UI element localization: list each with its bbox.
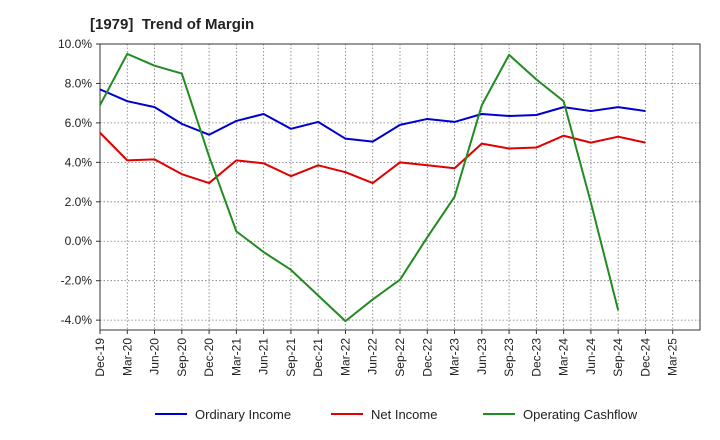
legend-label-net-income: Net Income [371, 407, 437, 422]
x-tick-label: Dec-24 [638, 338, 652, 377]
x-tick-label: Dec-21 [311, 338, 325, 377]
y-tick-label: 8.0% [65, 76, 93, 90]
legend: Ordinary Income Net Income Operating Cashf… [155, 407, 638, 422]
x-tick-label: Jun-23 [475, 338, 489, 375]
x-tick-label: Sep-24 [611, 338, 625, 377]
x-tick-label: Sep-22 [393, 338, 407, 377]
x-tick-label: Mar-24 [557, 338, 571, 376]
y-tick-label: 0.0% [65, 234, 93, 248]
x-axis-ticks: Dec-19 Mar-20 Jun-20 Sep-20 Dec-20 Mar-21 Jun-… [93, 330, 680, 377]
x-tick-label: Mar-25 [666, 338, 680, 376]
x-tick-label: Jun-20 [148, 338, 162, 375]
x-tick-label: Sep-21 [284, 338, 298, 377]
x-tick-label: Dec-23 [529, 338, 543, 377]
x-tick-label: Dec-22 [420, 338, 434, 377]
grid-lines [100, 43, 700, 330]
x-tick-label: Mar-20 [120, 338, 134, 376]
y-tick-label: 6.0% [65, 116, 93, 130]
series-line-operating-cashflow [99, 52, 620, 323]
x-tick-label: Jun-22 [366, 338, 380, 375]
chart-title: [1979] Trend of Margin [90, 16, 255, 33]
x-tick-label: Dec-20 [202, 338, 216, 377]
x-tick-label: Sep-23 [502, 338, 516, 377]
y-tick-label: -2.0% [61, 274, 93, 288]
series-lines [99, 52, 646, 323]
x-tick-label: Mar-21 [229, 338, 243, 376]
legend-label-ordinary-income: Ordinary Income [195, 407, 291, 422]
x-tick-label: Jun-24 [584, 338, 598, 375]
legend-label-operating-cashflow: Operating Cashflow [523, 407, 638, 422]
y-tick-label: 2.0% [65, 195, 93, 209]
y-tick-label: -4.0% [61, 313, 93, 327]
x-tick-label: Mar-22 [338, 338, 352, 376]
y-tick-label: 4.0% [65, 155, 93, 169]
x-tick-label: Jun-21 [257, 338, 271, 375]
x-tick-label: Mar-23 [448, 338, 462, 376]
series-line-ordinary-income [99, 88, 646, 143]
x-tick-label: Dec-19 [93, 338, 107, 377]
x-tick-label: Sep-20 [175, 338, 189, 377]
y-tick-label: 10.0% [58, 37, 92, 51]
y-axis-ticks: 10.0% 8.0% 6.0% 4.0% 2.0% 0.0% -2.0% -4.0% [58, 37, 100, 327]
series-line-net-income [99, 132, 646, 185]
